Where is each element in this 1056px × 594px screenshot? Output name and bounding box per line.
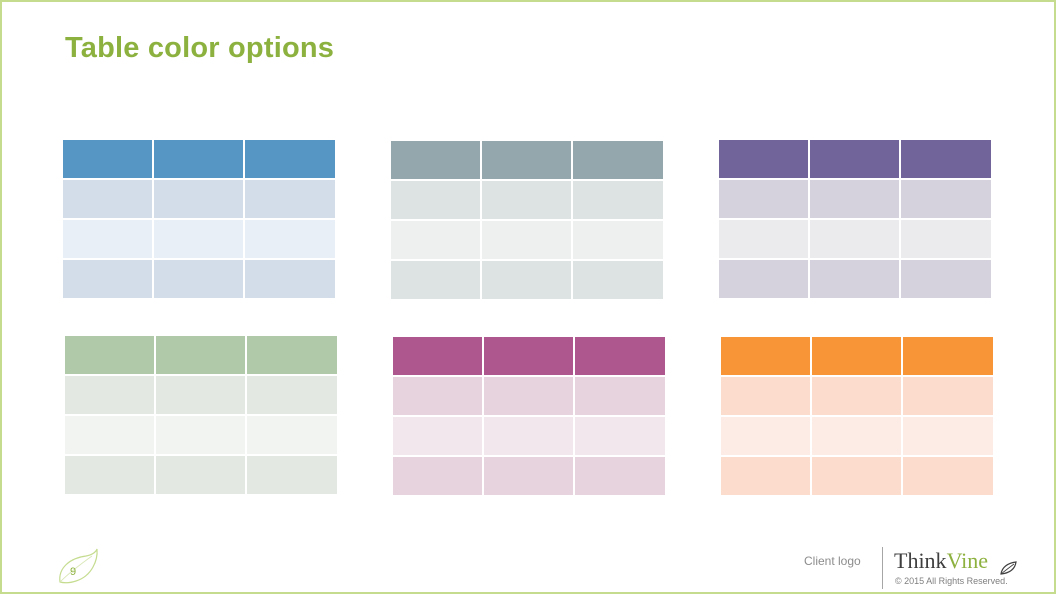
- table-cell: [812, 417, 901, 455]
- table-cell: [154, 260, 243, 298]
- table-option-magenta: [393, 337, 665, 495]
- table-cell: [575, 457, 665, 495]
- table-cell: [721, 417, 810, 455]
- table-cell: [393, 457, 482, 495]
- table-cell: [482, 261, 571, 299]
- table-cell: [810, 260, 899, 298]
- table-cell: [391, 261, 480, 299]
- table-header-cell: [391, 141, 480, 179]
- table-cell: [247, 376, 337, 414]
- table-cell: [65, 416, 154, 454]
- table-header-cell: [65, 336, 154, 374]
- table-header-cell: [575, 337, 665, 375]
- table-cell: [812, 377, 901, 415]
- table-cell: [156, 416, 245, 454]
- table-cell: [156, 376, 245, 414]
- table-cell: [63, 260, 152, 298]
- table-cell: [719, 260, 808, 298]
- table-cell: [63, 180, 152, 218]
- client-logo-placeholder: Client logo: [804, 554, 861, 568]
- table-cell: [575, 377, 665, 415]
- table-cell: [903, 417, 993, 455]
- table-cell: [247, 456, 337, 494]
- slide-title: Table color options: [65, 32, 335, 64]
- table-cell: [154, 180, 243, 218]
- table-cell: [719, 220, 808, 258]
- table-cell: [573, 221, 663, 259]
- table-header-cell: [812, 337, 901, 375]
- table-header-cell: [245, 140, 335, 178]
- table-cell: [573, 181, 663, 219]
- table-cell: [65, 456, 154, 494]
- table-cell: [482, 181, 571, 219]
- table-header-cell: [719, 140, 808, 178]
- table-header-cell: [247, 336, 337, 374]
- thinkvine-logo: ThinkVine: [894, 549, 988, 573]
- table-cell: [901, 220, 991, 258]
- table-cell: [63, 220, 152, 258]
- table-cell: [391, 181, 480, 219]
- table-header-cell: [573, 141, 663, 179]
- table-cell: [156, 456, 245, 494]
- table-cell: [810, 220, 899, 258]
- table-cell: [721, 377, 810, 415]
- table-cell: [245, 180, 335, 218]
- brand-vine: Vine: [946, 548, 989, 573]
- table-cell: [903, 457, 993, 495]
- table-cell: [482, 221, 571, 259]
- table-header-cell: [484, 337, 573, 375]
- table-cell: [810, 180, 899, 218]
- table-cell: [719, 180, 808, 218]
- table-cell: [903, 377, 993, 415]
- table-header-cell: [901, 140, 991, 178]
- table-header-cell: [156, 336, 245, 374]
- table-cell: [721, 457, 810, 495]
- table-option-orange: [721, 337, 993, 495]
- table-cell: [154, 220, 243, 258]
- footer-divider: [882, 547, 883, 589]
- table-cell: [575, 417, 665, 455]
- table-header-cell: [482, 141, 571, 179]
- table-cell: [484, 377, 573, 415]
- page-number: 9: [70, 566, 77, 578]
- table-cell: [391, 221, 480, 259]
- table-cell: [484, 457, 573, 495]
- table-header-cell: [393, 337, 482, 375]
- table-option-purple: [719, 140, 991, 298]
- copyright-text: © 2015 All Rights Reserved.: [895, 576, 1008, 586]
- leaf-icon: [59, 548, 98, 584]
- table-cell: [901, 260, 991, 298]
- table-cell: [393, 417, 482, 455]
- table-cell: [245, 260, 335, 298]
- table-cell: [573, 261, 663, 299]
- table-header-cell: [63, 140, 152, 178]
- table-header-cell: [154, 140, 243, 178]
- table-header-cell: [810, 140, 899, 178]
- table-cell: [393, 377, 482, 415]
- table-header-cell: [721, 337, 810, 375]
- table-option-green: [65, 336, 337, 494]
- table-cell: [484, 417, 573, 455]
- table-cell: [247, 416, 337, 454]
- table-cell: [901, 180, 991, 218]
- table-option-gray: [391, 141, 663, 299]
- table-option-blue: [63, 140, 335, 298]
- leaf-logo-icon: [1000, 561, 1017, 575]
- table-cell: [245, 220, 335, 258]
- brand-think: Think: [894, 548, 947, 573]
- table-header-cell: [903, 337, 993, 375]
- table-cell: [812, 457, 901, 495]
- table-cell: [65, 376, 154, 414]
